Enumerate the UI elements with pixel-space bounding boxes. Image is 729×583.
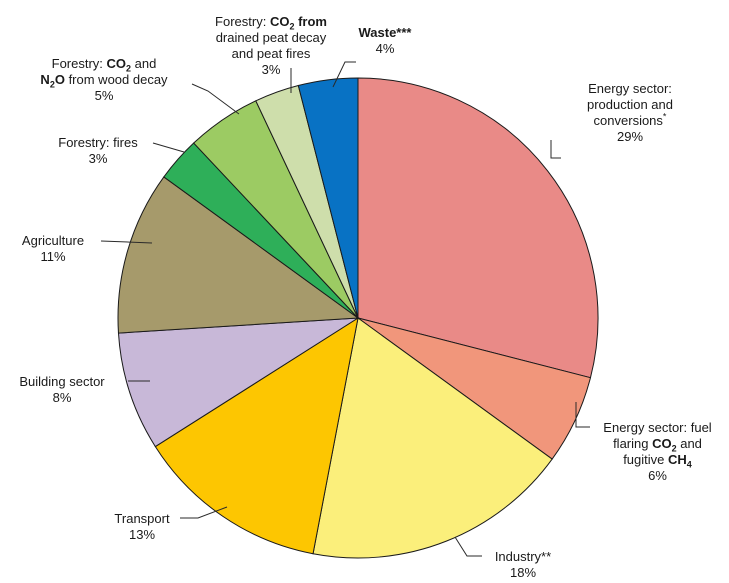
label-energy-flaring-ch4-sub: 4 bbox=[686, 459, 692, 470]
leader-waste bbox=[332, 61, 356, 88]
label-transport-name: Transport bbox=[114, 511, 170, 526]
label-energy-production: Energy sector: production and conversion… bbox=[560, 81, 700, 145]
label-building: Building sector 8% bbox=[3, 374, 121, 406]
label-energy-flaring-line3a: fugitive bbox=[623, 452, 668, 467]
label-forestry-fires-name: Forestry: fires bbox=[58, 135, 138, 150]
label-waste: Waste*** 4% bbox=[350, 25, 420, 57]
label-energy-production-line1: Energy sector: bbox=[588, 81, 672, 96]
leader-industry bbox=[454, 536, 482, 557]
pie-slice-building bbox=[117, 317, 359, 448]
label-energy-flaring: Energy sector: fuel flaring CO2 and fugi… bbox=[590, 420, 725, 484]
label-building-pct: 8% bbox=[52, 390, 72, 405]
pie-slice-waste bbox=[297, 77, 359, 319]
label-energy-flaring-line2c: and bbox=[676, 436, 702, 451]
label-building-name: Building sector bbox=[19, 374, 105, 389]
label-agriculture: Agriculture 11% bbox=[8, 233, 98, 265]
label-energy-production-footnote: * bbox=[662, 111, 667, 122]
label-industry-name: Industry** bbox=[494, 549, 552, 564]
label-forestry-peat-line2: drained peat decay bbox=[215, 30, 327, 45]
label-forestry-wood-line1c: and bbox=[131, 56, 157, 71]
pie-slices bbox=[117, 77, 599, 559]
label-forestry-peat-pct: 3% bbox=[261, 62, 281, 77]
label-energy-flaring-co2-sub: 2 bbox=[671, 443, 677, 454]
label-energy-flaring-line2a: flaring bbox=[613, 436, 653, 451]
leader-forestry-wood bbox=[191, 83, 240, 115]
label-energy-flaring-pct: 6% bbox=[648, 468, 667, 483]
leader-lines bbox=[100, 61, 590, 557]
label-forestry-wood-n: N bbox=[40, 72, 50, 87]
label-forestry-peat: Forestry: CO2 from drained peat decay an… bbox=[196, 14, 346, 78]
label-forestry-peat-line1c: from bbox=[294, 14, 327, 29]
label-forestry-wood-pct: 5% bbox=[94, 88, 114, 103]
pie-slice-industry bbox=[312, 317, 553, 559]
pie-slice-energy-production bbox=[357, 77, 599, 379]
label-forestry-wood: Forestry: CO2 and N2O from wood decay 5% bbox=[14, 56, 194, 104]
label-energy-production-line3: conversions bbox=[593, 113, 663, 128]
leader-energy-production bbox=[550, 140, 561, 159]
label-forestry-wood-n2-sub: 2 bbox=[49, 79, 55, 90]
label-forestry-wood-line2c: from wood decay bbox=[64, 72, 168, 87]
label-agriculture-name: Agriculture bbox=[21, 233, 85, 248]
label-forestry-wood-co2-sub: 2 bbox=[126, 63, 132, 74]
label-energy-flaring-line1: Energy sector: fuel bbox=[603, 420, 712, 435]
label-energy-flaring-co2: CO bbox=[652, 436, 672, 451]
label-forestry-wood-o: O bbox=[54, 72, 65, 87]
label-forestry-peat-line3: and peat fires bbox=[231, 46, 311, 61]
label-forestry-peat-co2-sub: 2 bbox=[289, 21, 295, 32]
pie-slice-transport bbox=[154, 316, 359, 555]
label-forestry-fires: Forestry: fires 3% bbox=[44, 135, 152, 167]
label-energy-production-line2: production and bbox=[586, 97, 673, 112]
label-agriculture-pct: 11% bbox=[40, 249, 66, 264]
label-energy-production-pct: 29% bbox=[616, 129, 644, 144]
label-transport: Transport 13% bbox=[104, 511, 180, 543]
label-forestry-peat-line1a: Forestry: bbox=[215, 14, 270, 29]
label-industry: Industry** 18% bbox=[478, 549, 568, 581]
label-industry-pct: 18% bbox=[509, 565, 537, 580]
label-forestry-wood-line1a: Forestry: bbox=[51, 56, 107, 71]
label-forestry-wood-co2: CO bbox=[106, 56, 127, 71]
label-forestry-peat-co2: CO bbox=[269, 14, 290, 29]
leader-transport bbox=[180, 506, 228, 519]
label-forestry-fires-pct: 3% bbox=[88, 151, 108, 166]
pie-slice-agriculture bbox=[117, 176, 360, 334]
leader-energy-flaring bbox=[575, 402, 590, 428]
label-energy-flaring-ch4: CH bbox=[668, 452, 687, 467]
leader-agriculture bbox=[100, 240, 153, 244]
label-waste-pct: 4% bbox=[375, 41, 395, 56]
leader-forestry-fires bbox=[152, 142, 185, 153]
label-transport-pct: 13% bbox=[128, 527, 156, 542]
label-waste-name: Waste*** bbox=[358, 25, 412, 40]
